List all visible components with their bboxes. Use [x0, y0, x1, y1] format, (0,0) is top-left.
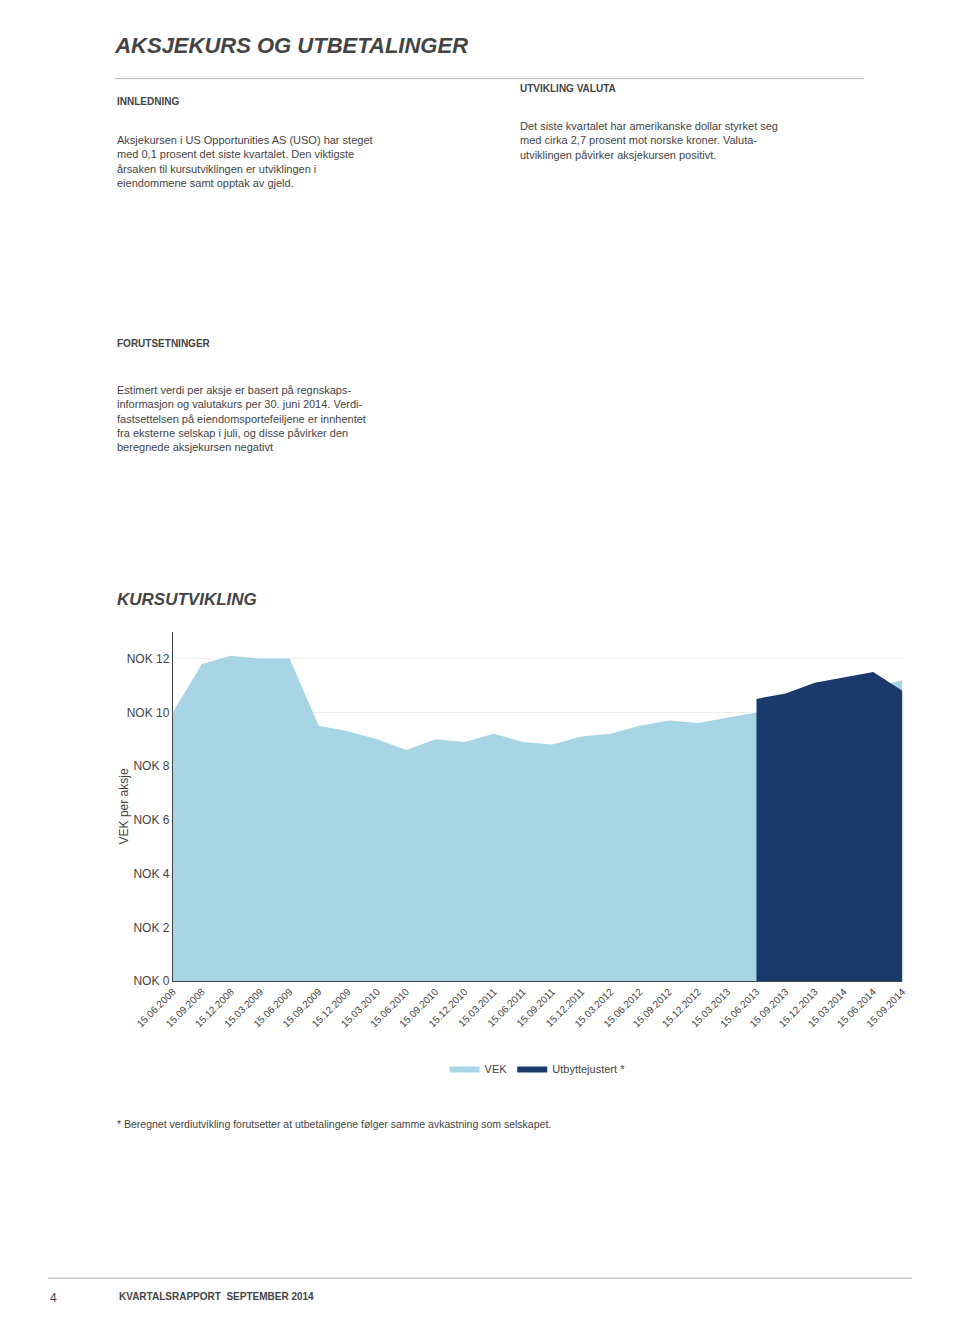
svg-text:NOK 8: NOK 8 — [133, 759, 169, 773]
svg-text:NOK 4: NOK 4 — [133, 867, 169, 881]
svg-text:15.06.2009: 15.06.2009 — [251, 986, 294, 1029]
svg-text:Det siste kvartalet har amerik: Det siste kvartalet har amerikanske doll… — [520, 120, 778, 161]
svg-text:15.09.2008: 15.09.2008 — [164, 986, 207, 1029]
svg-text:NOK 6: NOK 6 — [133, 813, 169, 827]
svg-text:NOK 2: NOK 2 — [133, 921, 169, 935]
svg-text:VEK per aksje: VEK per aksje — [117, 768, 131, 844]
svg-text:15.06.2014: 15.06.2014 — [835, 986, 878, 1029]
svg-text:NOK 10: NOK 10 — [127, 706, 170, 720]
svg-text:15.12.2012: 15.12.2012 — [660, 986, 703, 1029]
svg-text:15.03.2012: 15.03.2012 — [572, 986, 615, 1029]
svg-text:15.09.2010: 15.09.2010 — [397, 986, 440, 1029]
svg-text:Utbyttejustert *: Utbyttejustert * — [552, 1063, 625, 1075]
svg-text:15.06.2008: 15.06.2008 — [135, 986, 178, 1029]
svg-text:15.06.2010: 15.06.2010 — [368, 986, 411, 1029]
svg-text:15.12.2010: 15.12.2010 — [426, 986, 469, 1029]
svg-text:15.03.2009: 15.03.2009 — [222, 986, 265, 1029]
svg-text:15.09.2014: 15.09.2014 — [864, 986, 907, 1029]
svg-text:15.09.2011: 15.09.2011 — [514, 986, 557, 1029]
svg-text:15.03.2014: 15.03.2014 — [806, 986, 849, 1029]
svg-text:Aksjekursen i US Opportunities: Aksjekursen i US Opportunities AS (USO) … — [117, 134, 373, 189]
svg-text:15.03.2011: 15.03.2011 — [456, 986, 499, 1029]
svg-text:VEK: VEK — [485, 1063, 508, 1075]
svg-text:Estimert verdi per aksje er ba: Estimert verdi per aksje er basert på re… — [117, 384, 366, 453]
svg-text:UTVIKLING VALUTA: UTVIKLING VALUTA — [520, 83, 616, 94]
svg-text:15.09.2012: 15.09.2012 — [631, 986, 674, 1029]
svg-text:15.09.2013: 15.09.2013 — [747, 986, 790, 1029]
svg-text:4: 4 — [50, 1291, 57, 1305]
svg-text:15.12.2009: 15.12.2009 — [310, 986, 353, 1029]
svg-text:FORUTSETNINGER: FORUTSETNINGER — [117, 338, 211, 349]
svg-text:NOK 0: NOK 0 — [133, 974, 169, 988]
svg-text:INNLEDNING: INNLEDNING — [117, 96, 179, 107]
svg-text:15.03.2013: 15.03.2013 — [689, 986, 732, 1029]
svg-text:15.09.2009: 15.09.2009 — [280, 986, 323, 1029]
svg-text:KVARTALSRAPPORT SEPTEMBER 201: KVARTALSRAPPORT SEPTEMBER 2014 — [119, 1291, 314, 1302]
svg-text:15.03.2010: 15.03.2010 — [339, 986, 382, 1029]
svg-text:* Beregnet verdiutvikling foru: * Beregnet verdiutvikling forutsetter at… — [117, 1118, 551, 1130]
svg-text:15.12.2011: 15.12.2011 — [544, 986, 587, 1029]
svg-text:15.12.2008: 15.12.2008 — [193, 986, 236, 1029]
svg-text:15.06.2013: 15.06.2013 — [718, 986, 761, 1029]
svg-text:15.06.2011: 15.06.2011 — [485, 986, 528, 1029]
svg-text:KURSUTVIKLING: KURSUTVIKLING — [117, 590, 257, 609]
svg-text:AKSJEKURS OG UTBETALINGER: AKSJEKURS OG UTBETALINGER — [114, 33, 468, 58]
svg-text:15.12.2013: 15.12.2013 — [777, 986, 820, 1029]
svg-text:15.06.2012: 15.06.2012 — [602, 986, 645, 1029]
svg-text:NOK 12: NOK 12 — [127, 652, 170, 666]
